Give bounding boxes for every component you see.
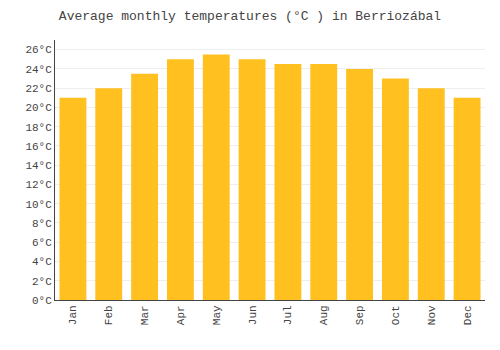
- svg-text:Nov: Nov: [426, 305, 438, 325]
- svg-text:18°C: 18°C: [25, 122, 52, 134]
- svg-text:Mar: Mar: [139, 305, 151, 325]
- svg-text:12°C: 12°C: [25, 179, 52, 191]
- svg-text:Jan: Jan: [67, 305, 79, 325]
- svg-text:Feb: Feb: [103, 305, 115, 325]
- svg-text:16°C: 16°C: [25, 141, 52, 153]
- svg-text:26°C: 26°C: [25, 44, 52, 56]
- svg-text:22°C: 22°C: [25, 83, 52, 95]
- svg-text:10°C: 10°C: [25, 199, 52, 211]
- svg-text:0°C: 0°C: [32, 295, 52, 307]
- svg-text:Dec: Dec: [462, 305, 474, 325]
- svg-text:Aug: Aug: [318, 305, 330, 325]
- svg-text:6°C: 6°C: [32, 237, 52, 249]
- svg-text:Average monthly temperatures (: Average monthly temperatures (°C ) in Be…: [59, 9, 441, 24]
- svg-text:May: May: [211, 305, 223, 325]
- svg-text:20°C: 20°C: [25, 102, 52, 114]
- svg-text:Apr: Apr: [175, 305, 187, 325]
- svg-text:Oct: Oct: [390, 305, 402, 325]
- svg-text:24°C: 24°C: [25, 64, 52, 76]
- svg-text:Jun: Jun: [247, 305, 259, 325]
- svg-text:Jul: Jul: [282, 305, 294, 325]
- svg-text:Sep: Sep: [354, 305, 366, 325]
- svg-text:4°C: 4°C: [32, 256, 52, 268]
- svg-text:8°C: 8°C: [32, 218, 52, 230]
- svg-text:2°C: 2°C: [32, 276, 52, 288]
- svg-text:14°C: 14°C: [25, 160, 52, 172]
